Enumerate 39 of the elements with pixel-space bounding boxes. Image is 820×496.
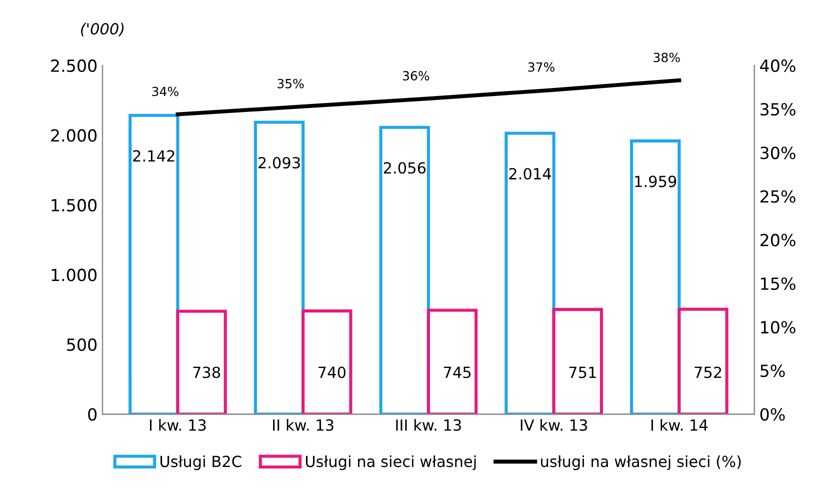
data-label: 740 (318, 366, 346, 378)
y2-tick-label: 35% (760, 103, 796, 116)
data-label: 2.093 (258, 156, 300, 169)
data-label: 2.142 (133, 150, 174, 162)
data-label: 745 (444, 366, 471, 378)
data-label: 36% (402, 71, 430, 80)
legend-label: Usługi B2C (160, 455, 242, 470)
data-label: 1.959 (635, 176, 676, 188)
x-tick-label: IV kw. 13 (520, 419, 588, 431)
x-tick-label: II kw. 13 (273, 419, 334, 431)
y-tick-label: 2.000 (51, 129, 97, 142)
data-label: 752 (694, 366, 722, 378)
y2-tick-label: 25% (760, 190, 796, 203)
y-tick-label: 1.000 (52, 268, 97, 282)
data-label: 38% (654, 52, 680, 62)
y2-tick-label: 20% (760, 234, 796, 246)
y-tick-label: 1.500 (52, 198, 97, 212)
data-label: 751 (569, 366, 596, 378)
data-label: 34% (152, 86, 178, 96)
x-tick-label: III kw. 13 (396, 419, 461, 431)
y-tick-label: 0 (88, 408, 97, 421)
data-label: 738 (193, 366, 220, 378)
data-label: 2.056 (384, 162, 426, 174)
y2-tick-label: 5% (760, 364, 785, 378)
data-label: 35% (278, 78, 304, 88)
data-label: 2.014 (509, 168, 552, 180)
y2-tick-label: 15% (761, 277, 796, 290)
x-tick-label: I kw. 14 (651, 419, 708, 431)
x-tick-label: I kw. 13 (150, 419, 206, 431)
data-label: 37% (528, 62, 554, 72)
y2-tick-label: 40% (760, 59, 796, 72)
y-tick-label: 2.500 (51, 59, 97, 72)
y2-tick-label: 0% (760, 408, 785, 421)
legend-label: usługi na własnej sieci (%) (541, 455, 741, 470)
y2-tick-label: 30% (760, 146, 796, 160)
legend-label: Usługi na sieci własnej (306, 455, 476, 470)
y-tick-label: 500 (67, 338, 97, 351)
y-axis-title: ('000) (81, 22, 124, 36)
y2-tick-label: 10% (761, 320, 796, 334)
